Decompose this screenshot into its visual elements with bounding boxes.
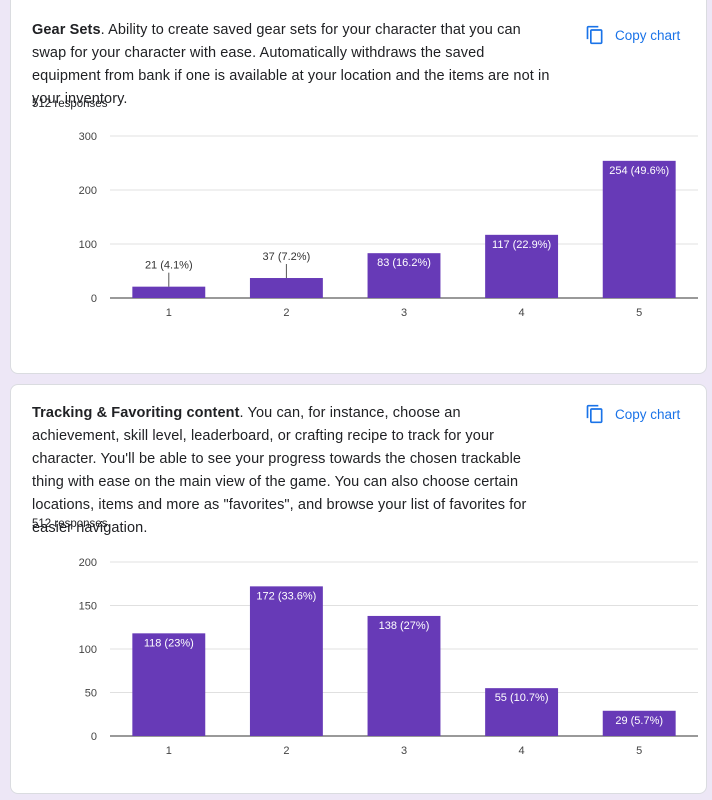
copy-icon [586, 25, 603, 45]
data-label: 172 (33.6%) [256, 590, 316, 602]
x-tick-label: 1 [166, 745, 172, 757]
bar-chart: 0 100 200 300 21 (4.1%) 1 37 (7.2%) 2 83 (16.2%)… [79, 131, 698, 319]
data-label: 37 (7.2%) [263, 251, 311, 263]
data-label: 254 (49.6%) [609, 165, 669, 177]
y-tick-label: 0 [91, 293, 97, 305]
y-tick-label: 100 [79, 239, 97, 251]
y-tick-label: 200 [79, 185, 97, 197]
x-tick-label: 3 [401, 745, 407, 757]
data-label: 138 (27%) [379, 620, 430, 632]
data-label: 55 (10.7%) [495, 692, 549, 704]
x-tick-label: 1 [166, 307, 172, 319]
bar[interactable] [249, 278, 323, 298]
data-label: 29 (5.7%) [615, 715, 663, 727]
question-title: Gear Sets [32, 22, 101, 38]
y-tick-label: 0 [91, 731, 97, 743]
question-description: . You can, for instance, choose an achie… [32, 405, 527, 536]
bar[interactable] [367, 615, 441, 736]
bar-chart: 0 50 100 150 200 118 (23%) 1 172 (33.6%) 2 138 (2… [79, 557, 698, 757]
x-tick-label: 2 [283, 745, 289, 757]
bar[interactable] [132, 286, 206, 298]
question-text: Gear Sets. Ability to create saved gear … [32, 19, 552, 111]
copy-chart-label: Copy chart [615, 27, 681, 43]
question-card-gear-sets: Gear Sets. Ability to create saved gear … [10, 0, 707, 374]
copy-chart-label: Copy chart [615, 406, 681, 422]
bar[interactable] [485, 234, 559, 298]
question-card-tracking-favoriting: Tracking & Favoriting content. You can, … [10, 384, 707, 794]
x-tick-label: 3 [401, 307, 407, 319]
question-text: Tracking & Favoriting content. You can, … [32, 402, 552, 540]
data-label: 21 (4.1%) [145, 260, 193, 272]
x-tick-label: 5 [636, 307, 642, 319]
bar[interactable] [602, 160, 676, 298]
y-tick-label: 300 [79, 131, 97, 143]
x-tick-label: 4 [519, 745, 525, 757]
response-count: 512 responses [32, 518, 108, 530]
response-count: 512 responses [32, 98, 108, 110]
question-description: . Ability to create saved gear sets for … [32, 22, 550, 107]
question-title: Tracking & Favoriting content [32, 405, 240, 421]
data-label: 117 (22.9%) [492, 239, 551, 251]
y-tick-label: 150 [79, 601, 97, 613]
x-tick-label: 4 [519, 307, 525, 319]
data-label: 118 (23%) [144, 637, 194, 649]
y-tick-label: 200 [79, 557, 97, 569]
bar[interactable] [367, 253, 441, 298]
x-tick-label: 2 [283, 307, 289, 319]
bar[interactable] [485, 688, 559, 736]
y-tick-label: 50 [85, 688, 97, 700]
data-label: 83 (16.2%) [377, 257, 431, 269]
copy-chart-button[interactable]: Copy chart [585, 21, 697, 49]
y-tick-label: 100 [79, 644, 97, 656]
x-tick-label: 5 [636, 745, 642, 757]
bar[interactable] [602, 710, 676, 736]
copy-chart-button[interactable]: Copy chart [585, 400, 697, 428]
bar[interactable] [132, 633, 206, 736]
copy-icon [586, 404, 603, 424]
bar[interactable] [249, 586, 323, 736]
